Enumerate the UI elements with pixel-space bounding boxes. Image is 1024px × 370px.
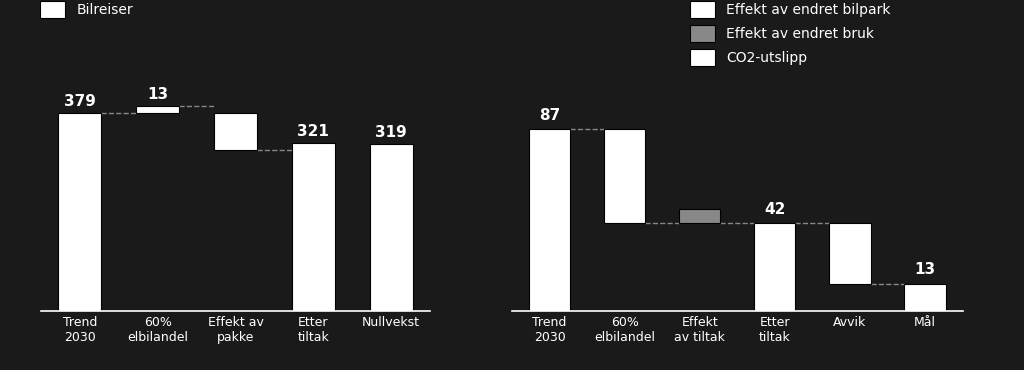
Text: 319: 319 bbox=[375, 125, 408, 140]
Bar bbox=[528, 130, 570, 311]
Bar bbox=[292, 144, 335, 311]
Text: 321: 321 bbox=[297, 124, 330, 139]
Bar bbox=[754, 223, 796, 311]
Bar bbox=[370, 144, 413, 311]
Text: 13: 13 bbox=[914, 262, 936, 278]
Bar bbox=[904, 284, 945, 311]
Bar bbox=[679, 209, 720, 223]
Text: -71: -71 bbox=[222, 117, 249, 132]
Text: 379: 379 bbox=[63, 94, 96, 109]
Bar bbox=[58, 113, 101, 311]
Text: 87: 87 bbox=[539, 108, 560, 123]
Bar bbox=[136, 107, 179, 113]
Bar bbox=[214, 113, 257, 150]
Text: 13: 13 bbox=[147, 87, 168, 102]
Legend: Bilreiser: Bilreiser bbox=[40, 1, 133, 18]
Bar bbox=[829, 223, 870, 284]
Legend: Effekt av endret bilpark, Effekt av endret bruk, CO2-utslipp: Effekt av endret bilpark, Effekt av endr… bbox=[690, 1, 891, 66]
Bar bbox=[604, 130, 645, 223]
Text: 42: 42 bbox=[764, 202, 785, 217]
